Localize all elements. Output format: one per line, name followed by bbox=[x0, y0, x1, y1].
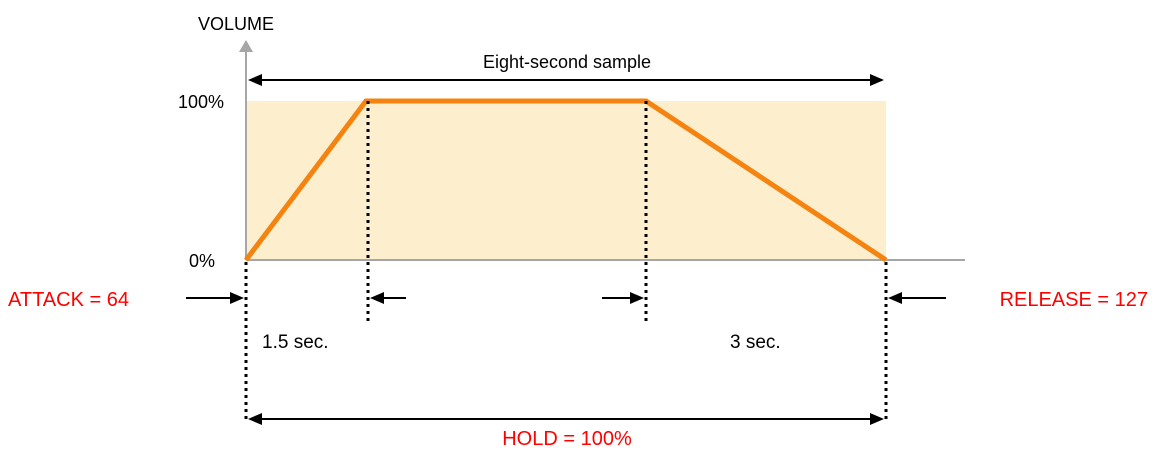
y-tick-0: 0% bbox=[189, 251, 215, 271]
y-axis-title: VOLUME bbox=[198, 14, 274, 34]
sample-arrow-right-icon bbox=[870, 74, 884, 86]
hold-arrow-left-icon bbox=[248, 413, 262, 425]
attack-time-label: 1.5 sec. bbox=[262, 332, 329, 353]
y-tick-100: 100% bbox=[178, 92, 224, 112]
attack-arrow-back-head-icon bbox=[370, 292, 384, 304]
sample-region bbox=[246, 101, 886, 260]
y-axis-arrow-icon bbox=[239, 40, 253, 52]
release-time-label: 3 sec. bbox=[730, 332, 781, 353]
sample-label: Eight-second sample bbox=[483, 52, 651, 72]
hold-arrow-right-icon bbox=[870, 413, 884, 425]
sample-arrow-left-icon bbox=[248, 74, 262, 86]
release-arrow-back-head-icon bbox=[888, 292, 902, 304]
attack-arrow-in-head-icon bbox=[230, 292, 244, 304]
release-arrow-in-head-icon bbox=[630, 292, 644, 304]
attack-label: ATTACK = 64 bbox=[8, 289, 129, 311]
envelope-line bbox=[244, 98, 888, 263]
hold-label: HOLD = 100% bbox=[502, 428, 632, 450]
release-label: RELEASE = 127 bbox=[1000, 289, 1148, 311]
